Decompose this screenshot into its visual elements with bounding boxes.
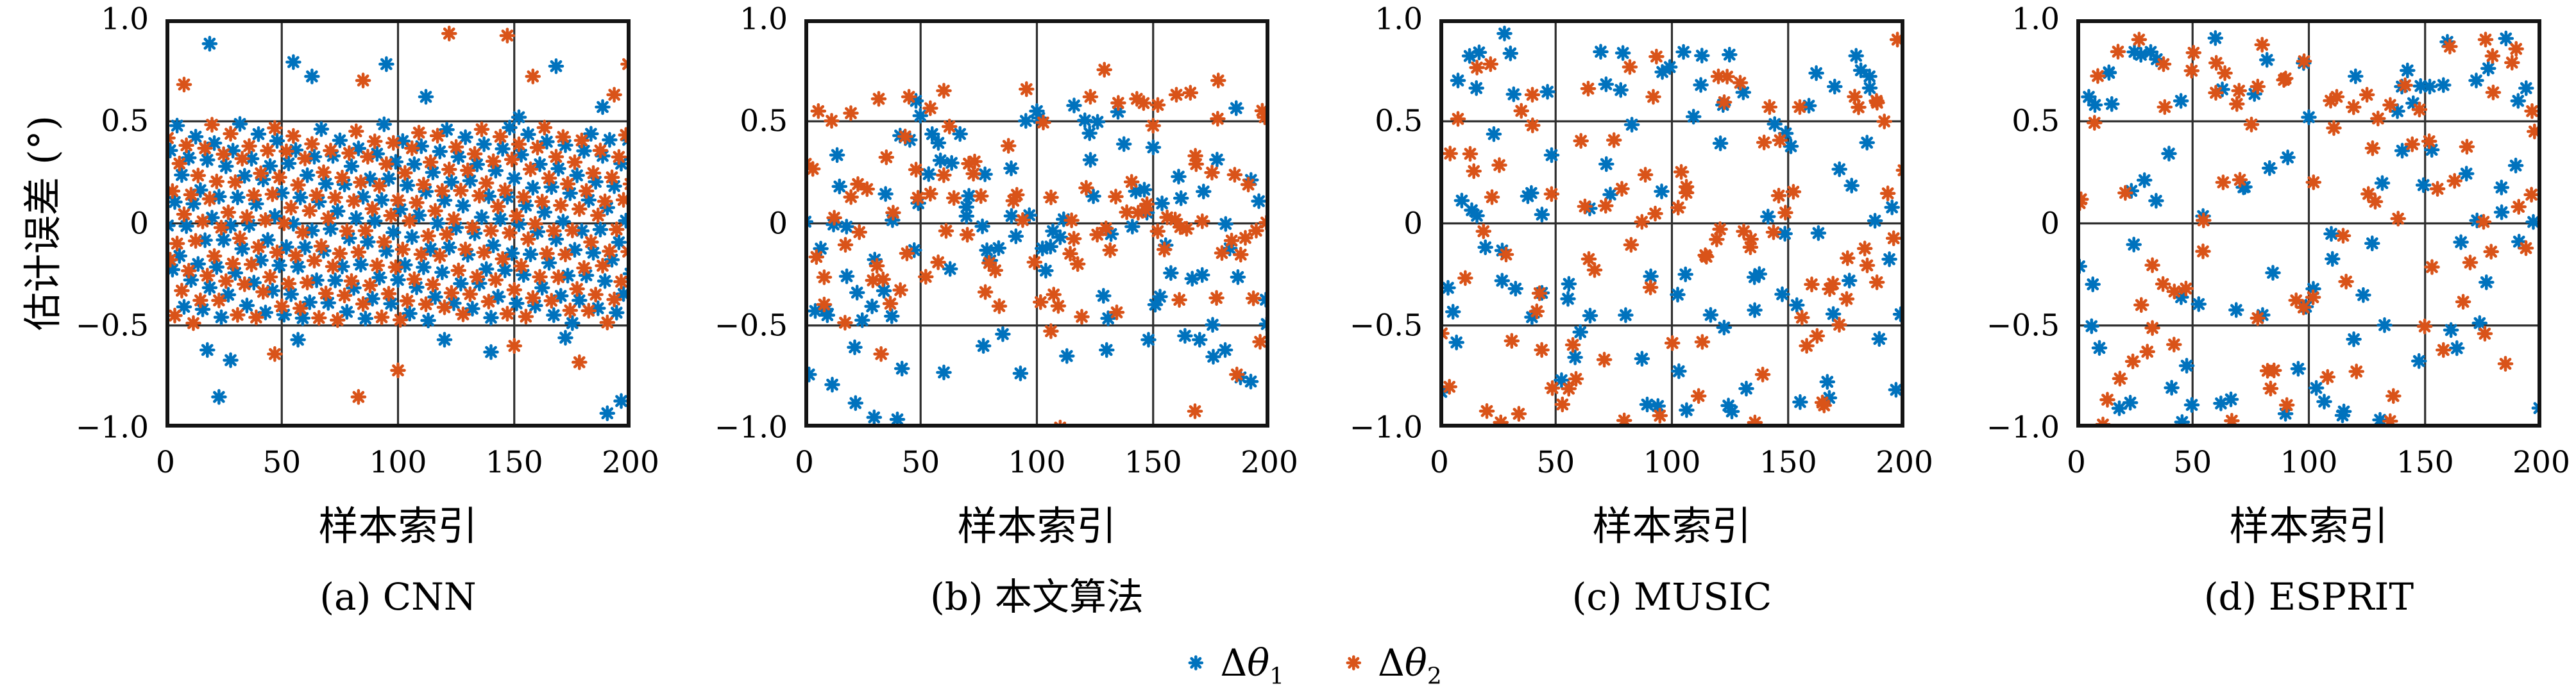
legend-marker: [1346, 655, 1361, 671]
x-axis-ticks: 0 50 100 150 200: [2067, 444, 2570, 488]
y-tick-label: −1.0: [1349, 410, 1423, 446]
x-tick-label: 150: [2396, 445, 2454, 480]
axes-frame: [2076, 19, 2541, 428]
y-tick-label: −1.0: [75, 410, 149, 446]
x-tick-label: 100: [369, 445, 427, 480]
y-tick-label: 0: [130, 206, 149, 241]
x-tick-label: 0: [2067, 445, 2086, 480]
legend-label: Δθ2: [1378, 641, 1442, 690]
y-axis-ticks: 1.0 0.5 0 −0.5 −1.0: [5, 0, 157, 700]
subplot-caption: (b) 本文算法: [930, 575, 1144, 619]
y-tick-label: −0.5: [75, 308, 149, 344]
x-axis-ticks: 0 50 100 150 200: [795, 444, 1298, 488]
x-tick-label: 200: [2512, 445, 2570, 480]
y-axis-ticks: 1.0 0.5 0 −0.5 −1.0: [1279, 0, 1430, 700]
y-tick-label: 1.0: [101, 1, 149, 37]
y-axis-ticks: 1.0 0.5 0 −0.5 −1.0: [1916, 0, 2067, 700]
axes-frame: [1439, 19, 1904, 428]
asterisk-marker-icon: [1346, 655, 1361, 671]
y-tick-label: −0.5: [1986, 308, 2060, 344]
subplot-c-music: 1.0 0.5 0 −0.5 −1.0 0 50 100 150 200 样本索引 (c) MU…: [1279, 0, 1933, 700]
y-tick-label: 0: [2040, 206, 2060, 241]
x-tick-label: 50: [262, 445, 301, 480]
x-axis-ticks: 0 50 100 150 200: [156, 444, 659, 488]
axes-frame: [804, 19, 1269, 428]
subplot-a-cnn: 1.0 0.5 0 −0.5 −1.0 0 50 100 150 200 样本索引 (a) CN…: [5, 0, 659, 700]
x-tick-label: 100: [2280, 445, 2338, 480]
y-tick-label: 1.0: [1375, 1, 1423, 37]
x-axis-label: 样本索引: [957, 503, 1117, 549]
plot-area: [804, 19, 1269, 428]
x-tick-label: 150: [1759, 445, 1817, 480]
y-tick-label: 1.0: [740, 1, 788, 37]
y-tick-label: −1.0: [714, 410, 788, 446]
x-axis-ticks: 0 50 100 150 200: [1430, 444, 1933, 488]
x-axis-label: 样本索引: [1592, 503, 1752, 549]
y-tick-label: 1.0: [2012, 1, 2060, 37]
x-tick-label: 200: [1876, 445, 1933, 480]
plot-area: [2076, 19, 2541, 428]
y-tick-label: 0.5: [101, 103, 149, 139]
y-tick-label: −0.5: [1349, 308, 1423, 344]
plot-area: [1439, 19, 1904, 428]
x-tick-label: 150: [1124, 445, 1182, 480]
y-tick-label: 0: [1403, 206, 1423, 241]
y-tick-label: 0: [768, 206, 788, 241]
plot-area: [165, 19, 631, 428]
y-tick-label: −1.0: [1986, 410, 2060, 446]
x-tick-label: 50: [901, 445, 940, 480]
x-tick-label: 50: [2173, 445, 2212, 480]
x-tick-label: 150: [485, 445, 543, 480]
x-axis-label: 样本索引: [318, 503, 478, 549]
subplot-caption: (a) CNN: [319, 575, 477, 619]
x-tick-label: 0: [1430, 445, 1449, 480]
axes-frame: [165, 19, 631, 428]
y-tick-label: −0.5: [714, 308, 788, 344]
x-tick-label: 200: [1241, 445, 1298, 480]
subplot-caption: (d) ESPRIT: [2203, 575, 2414, 619]
x-tick-label: 100: [1008, 445, 1066, 480]
legend-label: Δθ1: [1220, 641, 1284, 690]
legend: Δθ1 Δθ2: [1183, 641, 1442, 690]
legend-marker: [1188, 655, 1204, 671]
x-tick-label: 0: [156, 445, 175, 480]
x-axis-label: 样本索引: [2229, 503, 2389, 549]
y-tick-label: 0.5: [1375, 103, 1423, 139]
x-tick-label: 0: [795, 445, 814, 480]
y-tick-label: 0.5: [2012, 103, 2060, 139]
asterisk-marker-icon: [1188, 655, 1204, 671]
legend-item-dtheta2: Δθ2: [1341, 641, 1442, 690]
subplot-b-proposed: 1.0 0.5 0 −0.5 −1.0 0 50 100 150 200 样本索引 (b) 本文…: [644, 0, 1298, 700]
y-axis-ticks: 1.0 0.5 0 −0.5 −1.0: [644, 0, 795, 700]
subplot-caption: (c) MUSIC: [1572, 575, 1772, 619]
x-tick-label: 50: [1536, 445, 1575, 480]
y-tick-label: 0.5: [740, 103, 788, 139]
legend-item-dtheta1: Δθ1: [1183, 641, 1284, 690]
x-tick-label: 200: [602, 445, 659, 480]
subplot-d-esprit: 1.0 0.5 0 −0.5 −1.0 0 50 100 150 200 样本索引 (d) ES…: [1916, 0, 2570, 700]
x-tick-label: 100: [1643, 445, 1701, 480]
